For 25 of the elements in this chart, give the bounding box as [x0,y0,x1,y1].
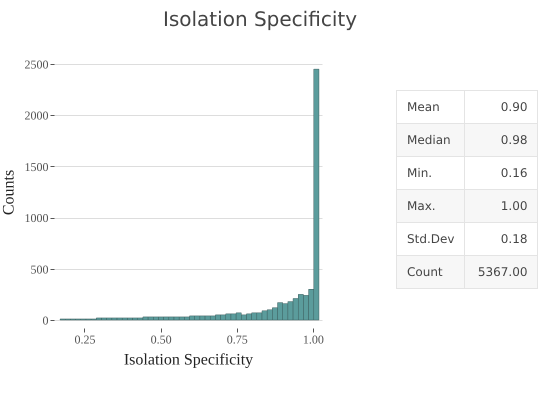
y-tick-label: 2500 [24,58,48,72]
category-label: Min. [396,156,465,190]
x-axis-title: Isolation Specificity [124,352,254,368]
y-tick-label: 500 [30,262,48,276]
text: 0.16 [500,166,528,180]
x-tick-label: 1.00 [302,332,324,346]
category-label: Std.Dev [396,222,465,256]
text: 0.18 [500,232,528,246]
x-tick-label: 0.25 [74,332,96,346]
category-label: Count [396,256,465,288]
y-axis-title: Counts [0,170,18,216]
category-label: Median [396,124,465,156]
category-label: Mean [396,90,465,124]
chart-title: Isolation Specificity [162,7,358,31]
x-tick-label: 0.75 [226,332,248,346]
text: 5367.00 [478,265,528,279]
category-label: Max. [396,190,465,222]
y-tick-label: 1500 [24,160,48,174]
y-tick-label: 2000 [24,108,48,123]
y-tick-label: 1000 [24,211,48,226]
y-tick-label: 0 [42,314,48,328]
text: 0.98 [500,133,528,147]
text: 0.90 [500,100,528,114]
text: 1.00 [500,199,528,213]
x-tick-label: 0.50 [150,332,172,346]
